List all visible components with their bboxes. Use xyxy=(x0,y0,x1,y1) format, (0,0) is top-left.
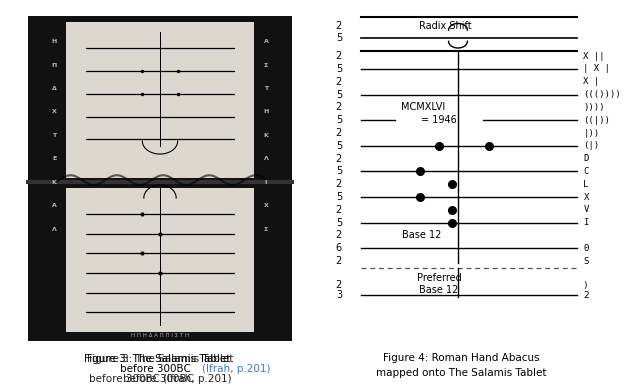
Text: before 300BC (Ifrah, p.201): before 300BC (Ifrah, p.201) xyxy=(89,374,231,384)
Text: Base 12: Base 12 xyxy=(419,284,459,294)
Text: Π: Π xyxy=(51,62,57,68)
Text: before 300BC: before 300BC xyxy=(123,374,197,384)
Text: (|): (|) xyxy=(584,141,600,150)
Text: 5: 5 xyxy=(336,166,342,177)
Text: mapped onto The Salamis Tablet: mapped onto The Salamis Tablet xyxy=(376,368,547,378)
Text: S: S xyxy=(584,256,589,265)
Text: 2: 2 xyxy=(336,205,342,215)
Text: X ||: X || xyxy=(584,52,605,61)
Text: 2: 2 xyxy=(336,51,342,61)
Text: V: V xyxy=(584,205,589,214)
Text: 2: 2 xyxy=(336,21,342,31)
Text: Preferred: Preferred xyxy=(417,273,461,283)
Text: Ι: Ι xyxy=(265,180,267,185)
Text: Χ: Χ xyxy=(52,109,56,114)
Text: Σ: Σ xyxy=(264,227,268,232)
Text: before 300BC: before 300BC xyxy=(120,364,194,374)
Text: X: X xyxy=(584,192,589,201)
Text: Η: Η xyxy=(51,39,57,44)
Text: 5: 5 xyxy=(336,218,342,228)
Text: 2: 2 xyxy=(336,77,342,87)
FancyBboxPatch shape xyxy=(66,22,254,178)
Text: Λ: Λ xyxy=(264,156,268,161)
Text: 2: 2 xyxy=(336,280,342,290)
Text: Χ: Χ xyxy=(264,203,268,208)
Text: Ε: Ε xyxy=(52,156,56,161)
Text: Δ: Δ xyxy=(52,86,56,91)
Text: Α: Α xyxy=(52,203,56,208)
Text: 2: 2 xyxy=(336,256,342,266)
Text: Σ: Σ xyxy=(264,62,268,68)
Text: 2: 2 xyxy=(336,102,342,113)
Text: D: D xyxy=(584,154,589,163)
Text: Τ: Τ xyxy=(52,133,56,138)
Text: )))): )))) xyxy=(584,103,605,112)
Text: 5: 5 xyxy=(336,115,342,125)
Text: ((()))): ((()))) xyxy=(584,90,621,99)
Text: 5: 5 xyxy=(336,33,342,43)
Text: ((|)): ((|)) xyxy=(584,116,611,125)
Text: 5: 5 xyxy=(336,141,342,151)
Text: Figure 3: The Salamis Tablet: Figure 3: The Salamis Tablet xyxy=(84,354,230,364)
Text: 2: 2 xyxy=(336,230,342,241)
Text: 2: 2 xyxy=(336,128,342,138)
FancyBboxPatch shape xyxy=(28,16,292,341)
Text: Η: Η xyxy=(263,109,269,114)
Text: Τ: Τ xyxy=(264,86,268,91)
Text: C: C xyxy=(584,167,589,176)
FancyBboxPatch shape xyxy=(66,188,254,332)
Text: 3: 3 xyxy=(336,290,342,300)
Text: Figure 4: Roman Hand Abacus: Figure 4: Roman Hand Abacus xyxy=(383,353,540,363)
Text: Radix Shift: Radix Shift xyxy=(419,21,472,31)
Text: Α: Α xyxy=(264,39,268,44)
Text: Κ: Κ xyxy=(264,133,268,138)
Text: 6: 6 xyxy=(336,243,342,253)
Text: 5: 5 xyxy=(336,192,342,202)
Text: I: I xyxy=(584,218,589,227)
Text: Κ: Κ xyxy=(52,180,56,185)
Text: X |: X | xyxy=(584,77,600,86)
Text: = 1946: = 1946 xyxy=(421,115,457,125)
Text: 2: 2 xyxy=(336,179,342,189)
Text: ): ) xyxy=(584,281,587,290)
Text: L: L xyxy=(584,180,589,189)
Text: Λ: Λ xyxy=(52,227,56,232)
Text: 5: 5 xyxy=(336,90,342,100)
Text: MCMXLVI: MCMXLVI xyxy=(401,102,445,113)
Text: Figure 3: The Salamis Tablet: Figure 3: The Salamis Tablet xyxy=(87,355,233,364)
Text: Θ: Θ xyxy=(584,244,589,253)
Text: 5: 5 xyxy=(336,64,342,74)
Text: |)): |)) xyxy=(584,128,600,137)
Text: Base 12: Base 12 xyxy=(401,230,441,241)
Text: Η Π Η Δ Α Π Π Ι Σ Τ Η: Η Π Η Δ Α Π Π Ι Σ Τ Η xyxy=(131,333,189,338)
Text: | X |: | X | xyxy=(584,64,611,73)
Text: 2: 2 xyxy=(336,154,342,164)
Text: 2: 2 xyxy=(584,291,589,300)
Text: (Ifrah, p.201): (Ifrah, p.201) xyxy=(202,364,270,374)
